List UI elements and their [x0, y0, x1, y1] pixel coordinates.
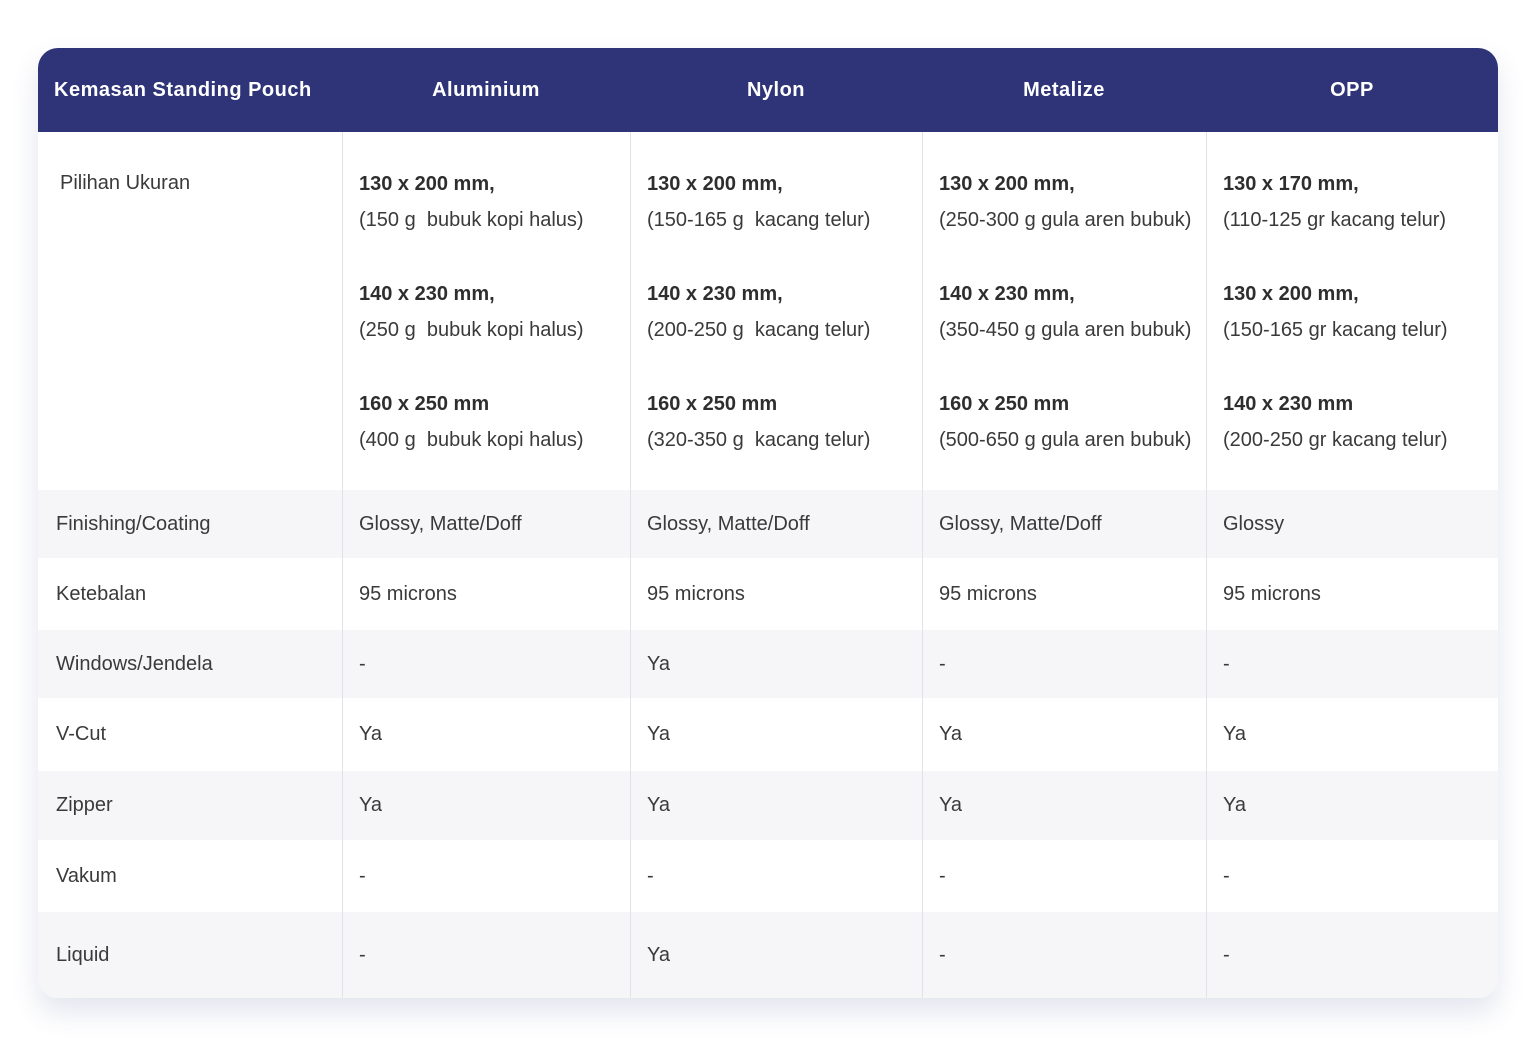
column-divider [630, 132, 631, 998]
table-cell: - [359, 943, 366, 966]
size-entry: 160 x 250 mm (400 g bubuk kopi halus) [359, 392, 617, 452]
size-entry: 140 x 230 mm, (200-250 g kacang telur) [647, 282, 909, 342]
note: (400 g bubuk kopi halus) [359, 429, 584, 451]
row-label: V-Cut [56, 723, 107, 745]
table-cell: - [1223, 943, 1230, 966]
table-cell: 95 microns [359, 582, 457, 605]
table-cell: Ya [647, 723, 670, 745]
size-entry: 130 x 170 mm, (110-125 gr kacang telur) [1223, 172, 1485, 232]
table-cell: Ya [359, 723, 382, 745]
header-cell: Aluminium [432, 78, 540, 101]
table-cell: Glossy, Matte/Doff [939, 512, 1102, 535]
column-divider [1206, 132, 1207, 998]
note: (350-450 g gula aren bubuk) [939, 319, 1192, 341]
size-entry: 160 x 250 mm (500-650 g gula aren bubuk) [939, 392, 1193, 452]
row-background [38, 771, 1498, 840]
header-cell: Metalize [1023, 78, 1105, 101]
row-label: Ketebalan [56, 582, 147, 605]
row-label: Vakum [56, 864, 117, 887]
size: 140 x 230 mm [1223, 393, 1354, 415]
size: 130 x 200 mm, [359, 173, 495, 195]
size-entry: 130 x 200 mm, (150-165 gr kacang telur) [1223, 282, 1485, 342]
size-entry: 130 x 200 mm, (250-300 g gula aren bubuk) [939, 172, 1193, 232]
size-entry: 140 x 230 mm, (250 g bubuk kopi halus) [359, 282, 617, 342]
row-background [38, 490, 1498, 558]
table-header [38, 48, 1498, 132]
comparison-table: Kemasan Standing Pouch Aluminium Nylon Meta… [38, 48, 1498, 998]
size: 130 x 200 mm, [1223, 283, 1359, 305]
note: (150-165 gr kacang telur) [1223, 319, 1448, 341]
size: 160 x 250 mm [647, 393, 778, 415]
note: (150 g bubuk kopi halus) [359, 209, 584, 231]
table-cell: - [647, 864, 654, 887]
size-entry: 140 x 230 mm (200-250 gr kacang telur) [1223, 392, 1485, 452]
table-cell: Ya [1223, 723, 1246, 745]
table-cell: Ya [939, 723, 962, 745]
table-cell: - [1223, 652, 1230, 675]
table-cell: Glossy, Matte/Doff [359, 512, 522, 535]
table-cell: Ya [1223, 794, 1246, 816]
note: (250-300 g gula aren bubuk) [939, 209, 1192, 231]
size: 140 x 230 mm, [359, 283, 495, 305]
size: 130 x 170 mm, [1223, 173, 1359, 195]
table-cell: Ya [939, 794, 962, 816]
table-cell: 95 microns [647, 582, 745, 605]
row-label: Pilihan Ukuran [60, 172, 191, 194]
note: (250 g bubuk kopi halus) [359, 319, 584, 341]
table-cell: - [359, 864, 366, 887]
row-background [38, 630, 1498, 698]
size: 130 x 200 mm, [939, 173, 1075, 195]
size: 140 x 230 mm, [647, 283, 783, 305]
table-cell: Ya [647, 794, 670, 816]
row-label: Windows/Jendela [56, 652, 213, 675]
size-entry: 160 x 250 mm (320-350 g kacang telur) [647, 392, 909, 452]
size: 130 x 200 mm, [647, 173, 783, 195]
size-entry: 130 x 200 mm, (150-165 g kacang telur) [647, 172, 909, 232]
table-cell: Glossy, Matte/Doff [647, 512, 810, 535]
header-cell: Nylon [746, 78, 806, 101]
table-cell: - [939, 943, 946, 966]
table-cell: - [359, 652, 366, 675]
table-cell: Ya [359, 794, 382, 816]
note: (500-650 g gula aren bubuk) [939, 429, 1192, 451]
header-cell: Kemasan Standing Pouch [54, 78, 312, 101]
note: (150-165 g kacang telur) [647, 209, 871, 231]
note: (200-250 g kacang telur) [647, 319, 871, 341]
table-cell: - [939, 864, 946, 887]
size: 160 x 250 mm [939, 393, 1070, 415]
table-cell: 95 microns [939, 582, 1037, 605]
table-cell: Ya [647, 652, 670, 675]
size-entry: 130 x 200 mm, (150 g bubuk kopi halus) [359, 172, 617, 232]
table-cell: Ya [647, 943, 670, 966]
table-cell: - [939, 652, 946, 675]
note: (110-125 gr kacang telur) [1223, 209, 1447, 231]
note: (200-250 gr kacang telur) [1223, 429, 1448, 451]
size: 140 x 230 mm, [939, 283, 1075, 305]
header-cell: OPP [1330, 78, 1374, 101]
size: 160 x 250 mm [359, 393, 490, 415]
table-cell: Glossy [1223, 512, 1285, 535]
row-label: Liquid [56, 943, 110, 966]
size-entry: 140 x 230 mm, (350-450 g gula aren bubuk) [939, 282, 1193, 342]
column-divider [922, 132, 923, 998]
table-cell: 95 microns [1223, 582, 1321, 605]
row-background [38, 912, 1498, 998]
note: (320-350 g kacang telur) [647, 429, 871, 451]
table-cell: - [1223, 864, 1230, 887]
column-divider [342, 132, 343, 998]
row-label: Zipper [56, 794, 113, 816]
row-label: Finishing/Coating [56, 512, 211, 535]
